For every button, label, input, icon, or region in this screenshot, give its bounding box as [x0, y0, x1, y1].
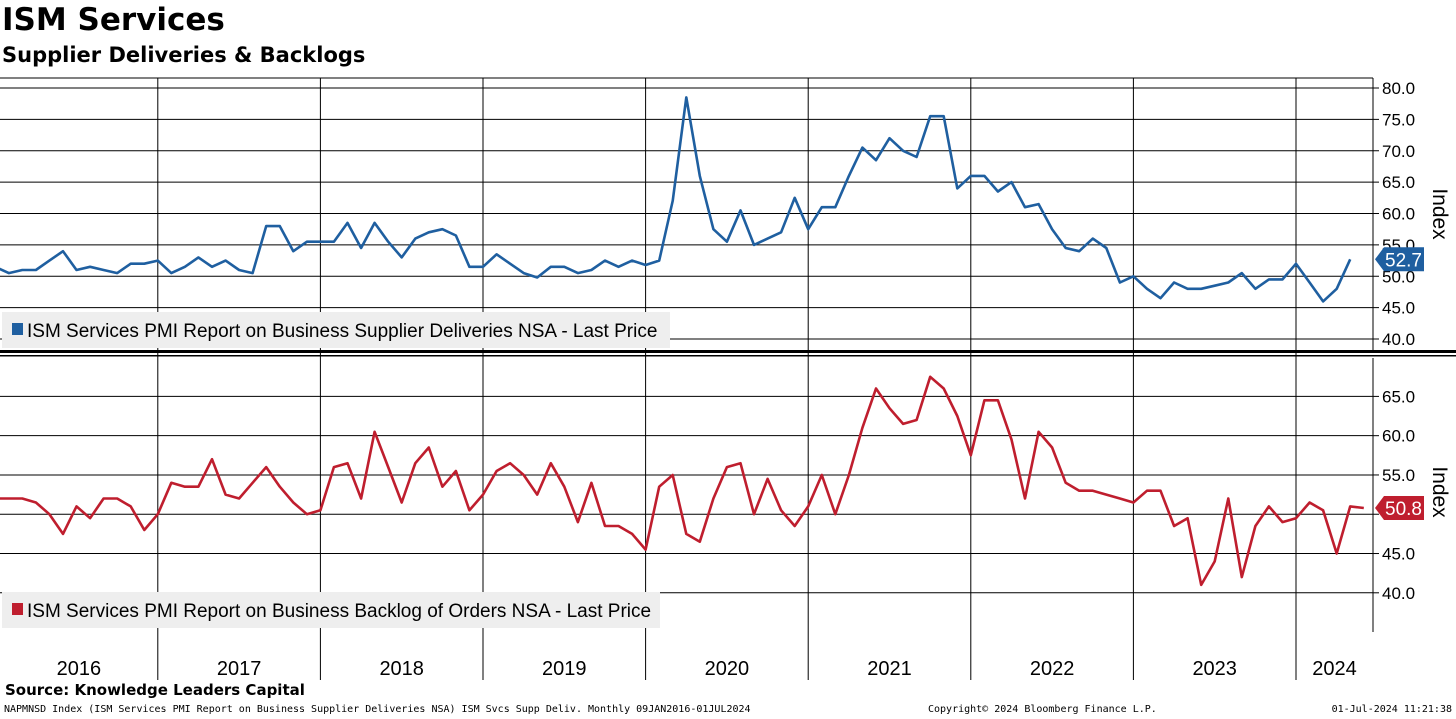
chart-subtitle: Supplier Deliveries & Backlogs	[2, 43, 366, 67]
legend-background	[2, 592, 660, 628]
x-tick-label: 2020	[705, 658, 750, 680]
y-tick-label: 70.0	[1382, 142, 1415, 161]
source-note: Source: Knowledge Leaders Capital	[5, 681, 305, 699]
footer-copyright: Copyright© 2024 Bloomberg Finance L.P.	[928, 704, 1157, 715]
x-tick-label: 2024	[1312, 658, 1357, 680]
x-tick-label: 2022	[1030, 658, 1075, 680]
y-tick-label: 55.0	[1382, 466, 1415, 485]
y-tick-label: 60.0	[1382, 427, 1415, 446]
y-tick-label: 60.0	[1382, 205, 1415, 224]
panel-separator	[0, 350, 1456, 353]
legend-background	[2, 312, 670, 348]
x-tick-label: 2016	[57, 658, 102, 680]
x-tick-label: 2023	[1192, 658, 1237, 680]
legend-label: ISM Services PMI Report on Business Back…	[27, 601, 651, 622]
x-tick-label: 2018	[379, 658, 424, 680]
y-tick-label: 45.0	[1382, 545, 1415, 564]
x-tick-label: 2019	[542, 658, 587, 680]
y-tick-label: 65.0	[1382, 173, 1415, 192]
footer-description: NAPMNSD Index (ISM Services PMI Report o…	[4, 704, 751, 715]
legend-swatch	[12, 323, 23, 335]
supplier-deliveries-series-line	[0, 96, 1352, 303]
y-tick-label: 50.0	[1382, 267, 1415, 286]
y-tick-label: 40.0	[1382, 584, 1415, 603]
last-value-flag	[1375, 247, 1424, 272]
footer-timestamp: 01-Jul-2024 11:21:38	[1331, 704, 1452, 715]
panel-separator	[0, 355, 1456, 357]
backlog-of-orders-series-line	[0, 375, 1364, 587]
last-value-flag	[1375, 495, 1424, 520]
y-tick-label: 65.0	[1382, 387, 1415, 406]
legend-swatch	[12, 603, 23, 615]
chart-title: ISM Services	[2, 2, 225, 38]
x-tick-label: 2017	[217, 658, 262, 680]
y-axis-title: Index	[1428, 466, 1451, 518]
y-tick-label: 40.0	[1382, 330, 1415, 349]
y-tick-label: 80.0	[1382, 79, 1415, 98]
y-tick-label: 45.0	[1382, 299, 1415, 318]
last-value-label: 50.8	[1385, 499, 1422, 520]
y-tick-label: 75.0	[1382, 110, 1415, 129]
legend-label: ISM Services PMI Report on Business Supp…	[27, 321, 657, 342]
last-value-label: 52.7	[1385, 250, 1422, 271]
x-tick-label: 2021	[867, 658, 912, 680]
y-axis-title: Index	[1428, 188, 1451, 240]
